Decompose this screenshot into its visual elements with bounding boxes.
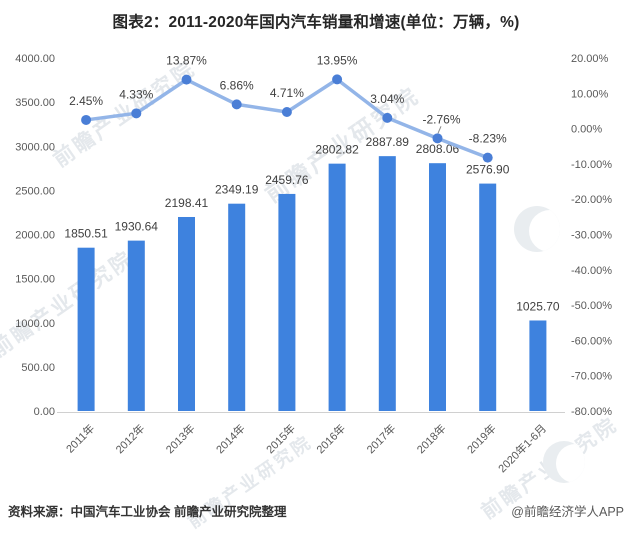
right-axis-tick: -70.00% <box>571 371 612 383</box>
growth-value-label: -2.76% <box>422 112 460 126</box>
left-axis-tick: 3500.00 <box>15 97 55 109</box>
bar-2013年 <box>178 216 195 411</box>
x-axis-label: 2016年 <box>313 421 348 456</box>
footer: 资料来源：中国汽车工业协会 前瞻产业研究院整理 @前瞻经济学人APP <box>0 499 632 521</box>
line-marker <box>332 74 343 85</box>
line-marker <box>281 106 292 117</box>
label-leader-line <box>437 126 442 134</box>
right-axis-tick: -30.00% <box>571 230 612 242</box>
left-axis-tick: 2500.00 <box>15 185 55 197</box>
chart-canvas: 0.00 500.00 1000.00 1500.00 2000.00 2500.00 30… <box>15 53 612 475</box>
bar-value-label: 2576.90 <box>466 163 510 177</box>
right-axis-tick: -40.00% <box>571 265 612 277</box>
right-axis-tick: -80.00% <box>571 406 612 418</box>
x-axis-label: 2017年 <box>363 421 398 456</box>
x-axis-label: 2013年 <box>163 421 198 456</box>
right-axis-tick: -20.00% <box>571 194 612 206</box>
right-axis-tick: 10.00% <box>571 88 609 100</box>
bar-value-label: 1025.70 <box>516 299 560 313</box>
growth-value-label: 4.71% <box>270 86 304 100</box>
growth-value-label: 13.95% <box>317 53 358 67</box>
right-axis-tick: -10.00% <box>571 159 612 171</box>
page-title: 图表2：2011-2020年国内汽车销量和增速(单位：万辆，%) <box>112 14 520 31</box>
source-text: 中国汽车工业协会 前瞻产业研究院整理 <box>70 505 287 519</box>
bar-value-label: 1930.64 <box>115 220 159 234</box>
bar-2017年 <box>378 156 396 411</box>
bar-2014年 <box>228 203 246 411</box>
x-axis-label: 2012年 <box>112 421 147 456</box>
growth-value-label: 13.87% <box>166 54 207 68</box>
bar-value-label: 2198.41 <box>165 196 209 210</box>
bar-value-label: 1850.51 <box>64 227 108 241</box>
line-marker <box>81 114 92 125</box>
right-axis-tick: 0.00% <box>571 124 602 136</box>
left-axis-tick: 4000.00 <box>15 53 55 65</box>
bar-2015年 <box>278 193 296 411</box>
x-axis-label: 2011年 <box>63 421 97 455</box>
left-axis-tick: 2000.00 <box>15 230 55 242</box>
x-axis-label: 2014年 <box>213 421 248 456</box>
bar-value-label: 2808.06 <box>416 142 460 156</box>
growth-value-label: 6.86% <box>220 78 254 92</box>
left-axis-tick: 1000.00 <box>15 318 55 330</box>
line-marker <box>482 152 493 163</box>
bar-2016年 <box>328 163 346 411</box>
growth-value-label: 4.33% <box>119 87 153 101</box>
bar-value-label: 2802.82 <box>315 143 359 157</box>
bar-2019年 <box>479 183 497 411</box>
line-marker <box>181 74 192 85</box>
bar-2011年 <box>77 247 95 411</box>
bar-2018年 <box>429 163 446 411</box>
growth-value-label: -8.23% <box>469 132 507 146</box>
bar-value-label: 2459.76 <box>265 173 309 187</box>
right-axis-tick: 20.00% <box>571 53 609 65</box>
qianzhan-logo-icon <box>514 206 560 252</box>
x-axis-label: 2019年 <box>464 421 499 456</box>
growth-value-label: 3.04% <box>370 92 404 106</box>
left-axis-tick: 3000.00 <box>15 141 55 153</box>
x-axis-label: 2018年 <box>414 421 449 456</box>
line-marker <box>432 133 443 144</box>
bar-value-label: 2349.19 <box>215 183 259 197</box>
source-note: 资料来源：中国汽车工业协会 前瞻产业研究院整理 <box>8 501 287 520</box>
right-axis-tick: -60.00% <box>571 335 612 347</box>
left-axis-tick: 500.00 <box>21 362 55 374</box>
x-axis-label: 2015年 <box>263 421 298 456</box>
x-axis-label: 2020年1-6月 <box>495 421 549 475</box>
line-marker <box>382 112 393 123</box>
right-axis-tick: -50.00% <box>571 300 612 312</box>
left-axis-tick: 1500.00 <box>15 274 55 286</box>
bar-value-label: 2887.89 <box>366 135 410 149</box>
bar-2012年 <box>127 240 145 411</box>
bar-2020年1-6月 <box>529 320 547 411</box>
source-label: 资料来源： <box>8 505 71 519</box>
qianzhan-logo-icon <box>543 441 585 483</box>
line-marker <box>231 99 242 110</box>
line-marker <box>131 108 142 119</box>
growth-value-label: 2.45% <box>69 94 103 108</box>
credit-text: @前瞻经济学人APP <box>511 505 624 519</box>
left-axis-tick: 0.00 <box>34 406 55 418</box>
